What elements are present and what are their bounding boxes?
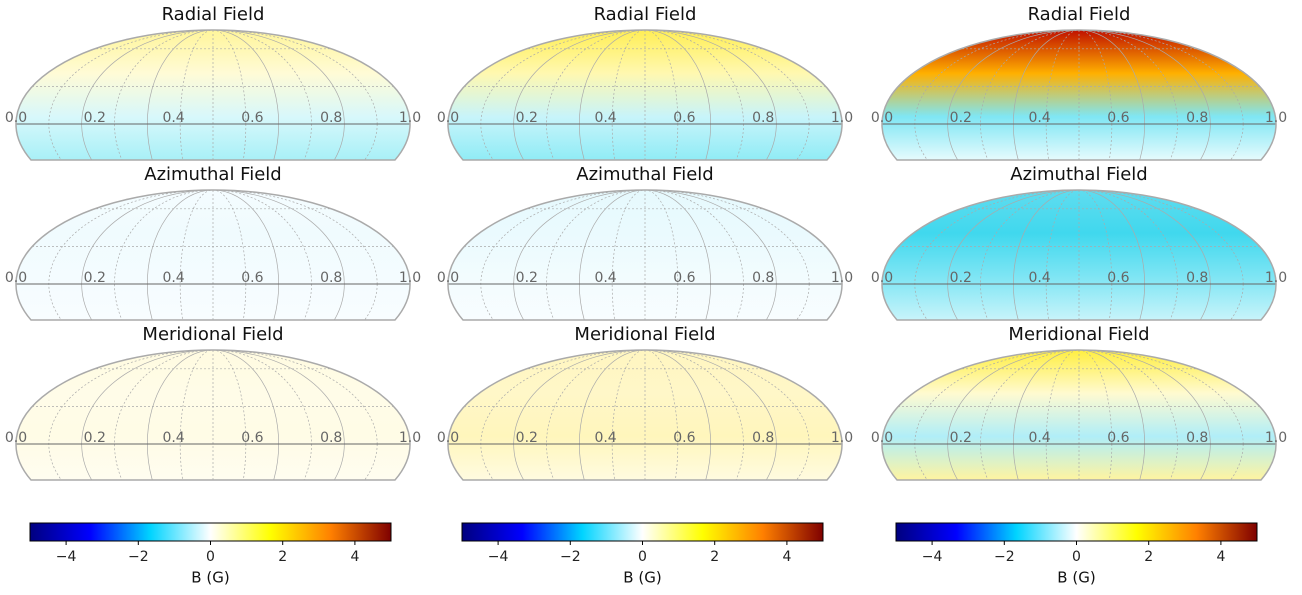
colorbar-tick-label: −2 xyxy=(128,549,149,565)
x-tick-label: 1.0 xyxy=(1265,270,1287,286)
x-tick-label: 0.8 xyxy=(1186,110,1208,126)
colorbar-tick-label: 4 xyxy=(350,549,359,565)
x-tick-label: 0.8 xyxy=(752,110,774,126)
x-tick-label: 0.2 xyxy=(950,430,972,446)
x-tick-label: 0.0 xyxy=(5,270,27,286)
map-title: Meridional Field xyxy=(142,324,283,345)
colorbar-tick-label: −2 xyxy=(994,549,1015,565)
x-tick-label: 0.6 xyxy=(241,270,263,286)
x-tick-label: 0.2 xyxy=(84,110,106,126)
colorbar-tick-label: 4 xyxy=(782,549,791,565)
x-tick-label: 0.2 xyxy=(84,270,106,286)
x-tick-label: 1.0 xyxy=(399,430,421,446)
map-title: Radial Field xyxy=(162,4,265,25)
x-tick-label: 0.4 xyxy=(1028,270,1050,286)
x-tick-label: 0.0 xyxy=(871,430,893,446)
colorbar xyxy=(29,522,392,542)
x-tick-label: 0.2 xyxy=(516,270,538,286)
map-title: Meridional Field xyxy=(574,324,715,345)
x-tick-label: 0.4 xyxy=(594,430,616,446)
map-title: Azimuthal Field xyxy=(576,164,713,185)
colorbar-tick-label: −4 xyxy=(922,549,943,565)
map-title: Azimuthal Field xyxy=(1010,164,1147,185)
x-tick-label: 0.8 xyxy=(320,110,342,126)
map-border xyxy=(447,189,843,321)
colorbar-tick-label: −4 xyxy=(488,549,509,565)
x-tick-label: 0.8 xyxy=(752,270,774,286)
map-border xyxy=(15,349,411,481)
colorbar xyxy=(895,522,1258,542)
map-border xyxy=(881,349,1277,481)
x-tick-label: 0.6 xyxy=(1107,270,1129,286)
x-tick-label: 0.2 xyxy=(950,110,972,126)
x-tick-label: 0.6 xyxy=(673,430,695,446)
map-border xyxy=(447,349,843,481)
x-tick-label: 0.8 xyxy=(320,430,342,446)
x-tick-label: 0.0 xyxy=(5,430,27,446)
x-tick-label: 0.8 xyxy=(1186,430,1208,446)
map-border xyxy=(447,29,843,161)
map-border xyxy=(15,189,411,321)
colorbar-label: B (G) xyxy=(623,569,661,587)
x-tick-label: 0.4 xyxy=(1028,430,1050,446)
x-tick-label: 0.2 xyxy=(516,110,538,126)
x-tick-label: 0.2 xyxy=(516,430,538,446)
x-tick-label: 0.0 xyxy=(437,430,459,446)
x-tick-label: 0.0 xyxy=(871,270,893,286)
x-tick-label: 1.0 xyxy=(831,270,853,286)
x-tick-label: 0.6 xyxy=(241,430,263,446)
x-tick-label: 0.2 xyxy=(950,270,972,286)
colorbar-tick-label: −2 xyxy=(560,549,581,565)
x-tick-label: 0.8 xyxy=(320,270,342,286)
x-tick-label: 0.8 xyxy=(752,430,774,446)
colorbar-tick-label: 2 xyxy=(1144,549,1153,565)
x-tick-label: 1.0 xyxy=(399,270,421,286)
map-title: Meridional Field xyxy=(1008,324,1149,345)
x-tick-label: 0.6 xyxy=(1107,430,1129,446)
x-tick-label: 0.4 xyxy=(1028,110,1050,126)
x-tick-label: 0.6 xyxy=(1107,110,1129,126)
colorbar-tick-label: 0 xyxy=(1072,549,1081,565)
x-tick-label: 1.0 xyxy=(1265,110,1287,126)
colorbar-tick-label: −4 xyxy=(56,549,77,565)
map-border xyxy=(881,29,1277,161)
colorbar-label: B (G) xyxy=(1057,569,1095,587)
x-tick-label: 0.0 xyxy=(5,110,27,126)
x-tick-label: 0.6 xyxy=(673,110,695,126)
x-tick-label: 1.0 xyxy=(831,430,853,446)
x-tick-label: 0.4 xyxy=(162,110,184,126)
x-tick-label: 0.0 xyxy=(437,270,459,286)
x-tick-label: 0.8 xyxy=(1186,270,1208,286)
colorbar-tick-label: 2 xyxy=(278,549,287,565)
colorbar-tick-label: 2 xyxy=(710,549,719,565)
x-tick-label: 0.0 xyxy=(871,110,893,126)
x-tick-label: 0.4 xyxy=(594,270,616,286)
colorbar-tick-label: 0 xyxy=(206,549,215,565)
x-tick-label: 1.0 xyxy=(831,110,853,126)
x-tick-label: 0.4 xyxy=(162,430,184,446)
x-tick-label: 1.0 xyxy=(1265,430,1287,446)
x-tick-label: 0.6 xyxy=(241,110,263,126)
x-tick-label: 0.0 xyxy=(437,110,459,126)
colorbar-tick-label: 0 xyxy=(638,549,647,565)
x-tick-label: 0.2 xyxy=(84,430,106,446)
x-tick-label: 1.0 xyxy=(399,110,421,126)
x-tick-label: 0.4 xyxy=(594,110,616,126)
map-title: Radial Field xyxy=(594,4,697,25)
x-tick-label: 0.6 xyxy=(673,270,695,286)
map-title: Azimuthal Field xyxy=(144,164,281,185)
x-tick-label: 0.4 xyxy=(162,270,184,286)
colorbar xyxy=(461,522,824,542)
map-border xyxy=(881,189,1277,321)
colorbar-label: B (G) xyxy=(191,569,229,587)
colorbar-tick-label: 4 xyxy=(1216,549,1225,565)
map-border xyxy=(15,29,411,161)
map-title: Radial Field xyxy=(1028,4,1131,25)
